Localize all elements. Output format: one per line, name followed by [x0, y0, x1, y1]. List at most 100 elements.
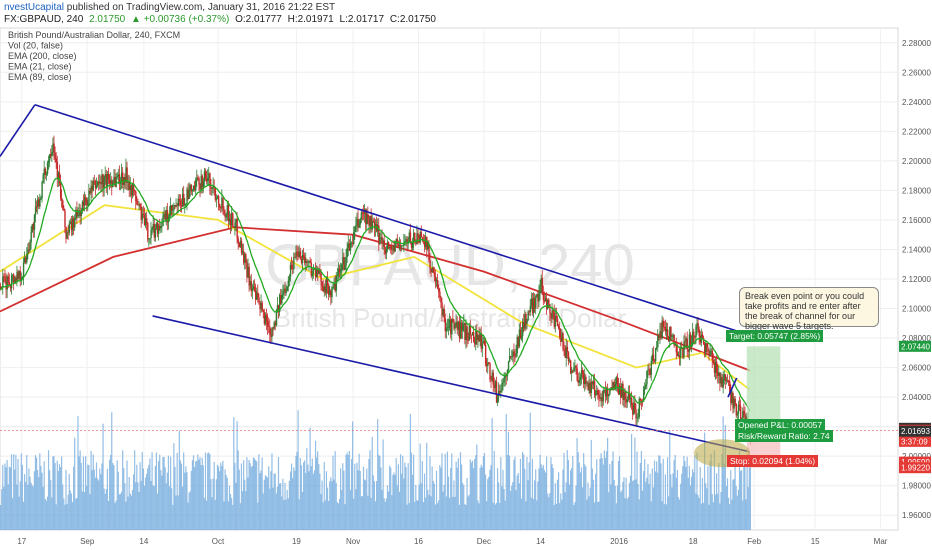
volume-bar	[403, 478, 405, 530]
volume-bar	[620, 492, 622, 530]
volume-bar	[154, 466, 156, 530]
candle-body	[682, 348, 684, 358]
volume-bar	[710, 454, 712, 530]
candle-body	[510, 356, 512, 358]
volume-bar	[232, 504, 234, 530]
candle-body	[470, 334, 473, 336]
volume-bar	[381, 489, 383, 530]
volume-bar	[200, 465, 202, 530]
candle-body	[232, 213, 234, 227]
volume-bar	[684, 461, 686, 530]
candle-body	[707, 347, 709, 352]
volume-bar	[689, 485, 692, 530]
candle-body	[684, 341, 686, 343]
volume-bar	[288, 480, 290, 530]
candle-body	[713, 363, 716, 373]
candle-body	[592, 381, 595, 385]
candle-body	[21, 277, 24, 279]
volume-bar	[116, 460, 118, 530]
volume-bar	[34, 455, 37, 530]
volume-bar	[733, 478, 735, 530]
volume-bar	[175, 495, 177, 530]
candle-body	[91, 186, 93, 191]
candle-body	[361, 212, 364, 214]
volume-bar	[310, 466, 312, 530]
candle-body	[455, 322, 457, 326]
volume-bar	[82, 456, 85, 530]
candle-body	[306, 261, 308, 263]
volume-bar	[320, 494, 322, 530]
candle-body	[737, 404, 740, 414]
volume-bar	[3, 486, 5, 530]
candle-body	[186, 189, 188, 204]
candle-body	[409, 232, 412, 242]
y-tick-label: 1.98000	[902, 482, 931, 491]
candle-body	[467, 339, 469, 341]
volume-bar	[91, 470, 93, 530]
candle-body	[300, 258, 303, 264]
candle-body	[80, 211, 83, 217]
candle-body	[248, 266, 250, 286]
candle-body	[701, 334, 704, 339]
volume-bar	[149, 458, 151, 530]
candle-body	[472, 332, 475, 342]
candle-body	[73, 218, 75, 228]
candle-body	[106, 174, 109, 188]
candle-body	[118, 174, 121, 184]
candle-body	[43, 168, 45, 176]
volume-bar	[621, 490, 623, 530]
volume-bar	[675, 477, 677, 530]
candle-body	[551, 310, 553, 319]
candle-body	[474, 341, 476, 345]
volume-bar	[143, 485, 146, 530]
candle-body	[6, 276, 8, 290]
candle-body	[528, 311, 530, 313]
volume-bar	[645, 481, 647, 530]
candle-body	[85, 197, 87, 200]
candle-body	[414, 232, 416, 241]
candle-body	[550, 313, 552, 319]
volume-bar	[235, 482, 237, 530]
candle-body	[729, 381, 731, 392]
candle-body	[442, 309, 444, 316]
volume-bar	[656, 461, 658, 530]
candle-body	[324, 286, 327, 293]
volume-bar	[80, 462, 82, 530]
volume-bar	[168, 486, 171, 530]
candle-body	[265, 315, 268, 322]
volume-bar	[504, 500, 506, 530]
volume-bar	[252, 457, 255, 530]
volume-bar	[345, 454, 347, 530]
volume-bar	[360, 496, 362, 530]
candle-body	[711, 350, 714, 360]
close-value: C:2.01750	[389, 14, 436, 25]
candle-body	[104, 174, 107, 178]
volume-bar	[437, 503, 439, 530]
candle-body	[283, 288, 285, 292]
volume-bar	[523, 454, 525, 530]
candle-body	[152, 223, 154, 229]
candle-body	[78, 210, 80, 215]
volume-bar	[127, 496, 129, 530]
volume-bar	[220, 462, 222, 530]
candle-body	[735, 403, 738, 416]
volume-bar	[243, 460, 245, 530]
candle-body	[205, 178, 208, 182]
volume-bar	[567, 459, 569, 530]
volume-bar	[359, 470, 361, 530]
candle-body	[130, 185, 133, 196]
volume-bar	[204, 452, 207, 530]
candle-body	[89, 190, 91, 194]
candle-body	[244, 254, 246, 263]
volume-bar	[61, 456, 63, 530]
author-name[interactable]: nvestUcapital	[4, 2, 65, 13]
annotation-callout[interactable]: Break even point or you could take profi…	[739, 287, 879, 331]
volume-bar	[117, 471, 119, 530]
volume-bar	[527, 480, 529, 530]
candle-body	[264, 315, 267, 324]
volume-bar	[601, 458, 603, 530]
candle-body	[38, 199, 40, 207]
candle-body	[273, 322, 275, 329]
volume-bar	[507, 431, 510, 530]
